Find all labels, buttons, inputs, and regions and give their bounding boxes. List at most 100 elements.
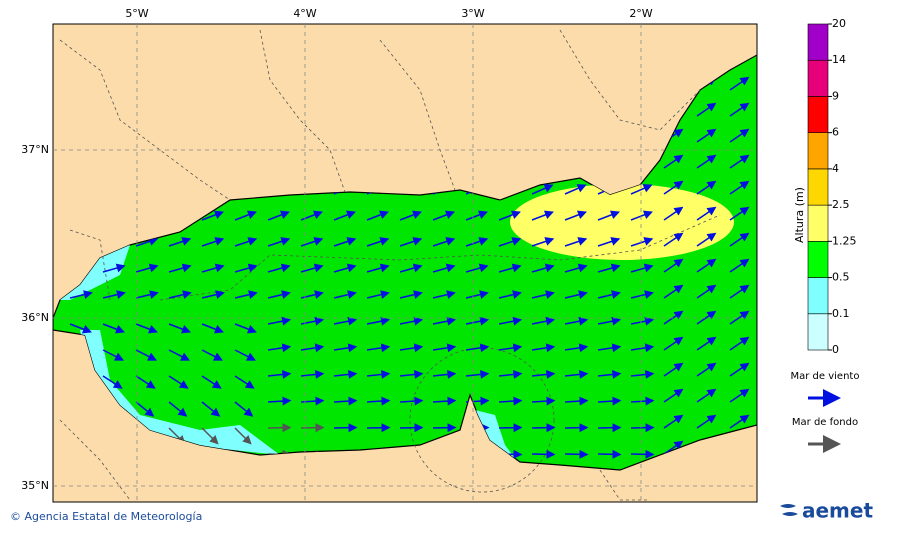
wave-arrow	[597, 396, 622, 406]
wave-arrow	[564, 210, 587, 221]
wave-arrow	[168, 375, 189, 389]
wave-arrow	[135, 237, 159, 247]
colorbar-label: 9	[832, 89, 839, 102]
wave-arrow	[729, 206, 750, 221]
colorbar-label: 20	[832, 17, 846, 30]
wave-arrow	[498, 263, 522, 273]
wave-arrow	[102, 323, 125, 334]
wave-arrow	[630, 290, 654, 299]
wave-arrow	[366, 369, 391, 379]
wave-arrow	[531, 369, 556, 379]
wave-arrow	[663, 232, 684, 247]
wave-arrow	[498, 290, 522, 299]
wave-arrow	[729, 414, 750, 429]
wave-arrow	[201, 263, 225, 273]
wave-arrow	[663, 258, 684, 273]
wave-arrow	[564, 449, 589, 459]
wave-arrow	[300, 263, 324, 273]
colorbar-swatch	[807, 204, 829, 242]
wave-arrow	[267, 343, 292, 353]
wave-arrow	[630, 263, 654, 273]
wave-arrow	[465, 210, 488, 221]
lon-label: 4°W	[293, 7, 316, 20]
sea	[53, 54, 757, 471]
wave-arrow	[366, 343, 391, 353]
wave-arrow	[498, 343, 523, 353]
wave-arrow	[168, 401, 188, 417]
wave-arrow	[630, 316, 655, 326]
wave-arrow	[531, 343, 556, 353]
wave-arrow	[531, 449, 556, 459]
wave-arrow	[465, 290, 489, 299]
wave-arrow	[267, 369, 292, 379]
wave-arrow	[300, 290, 324, 299]
wave-arrow	[333, 369, 358, 379]
wave-arrow	[696, 414, 717, 429]
wave-arrow	[663, 414, 684, 429]
wave-arrow	[432, 396, 457, 406]
logo-mark	[780, 504, 798, 516]
wave-arrow	[432, 316, 457, 326]
wave-arrow	[630, 449, 655, 459]
wave-arrow	[663, 310, 684, 325]
wave-arrow	[663, 440, 684, 455]
wave-arrow	[267, 263, 291, 273]
map	[53, 24, 757, 502]
wave-arrow	[564, 237, 588, 247]
wave-arrow	[333, 396, 358, 406]
wave-arrow	[366, 237, 390, 247]
wave-arrow	[630, 396, 655, 406]
wave-arrow	[696, 362, 717, 377]
wave-arrow	[399, 290, 423, 299]
colorbar-swatch	[807, 241, 829, 278]
wave-arrow	[201, 375, 222, 389]
wave-arrow	[135, 375, 156, 389]
wave-arrow	[597, 263, 621, 273]
lon-label: 5°W	[125, 7, 148, 20]
wave-arrow	[168, 237, 192, 247]
wave-arrow	[399, 316, 424, 326]
wave-arrow	[597, 237, 621, 247]
wave-arrow	[168, 290, 192, 299]
wave-arrow	[102, 290, 126, 299]
colorbar-swatch	[807, 277, 829, 315]
wave-arrow	[234, 210, 257, 221]
wave-arrow	[597, 316, 622, 326]
wave-arrow	[597, 210, 620, 221]
colorbar-swatch	[807, 168, 829, 206]
wave-arrow	[597, 290, 621, 299]
wave-arrow	[267, 396, 292, 406]
wave-arrow	[234, 323, 257, 334]
wave-arrow	[696, 258, 717, 273]
wave-arrow	[696, 310, 717, 325]
wave-arrow	[168, 263, 192, 273]
wave-arrow	[333, 210, 356, 221]
wave-arrow	[234, 237, 258, 247]
wave-arrow	[366, 263, 390, 273]
wave-arrow	[201, 210, 224, 221]
wave-arrow	[729, 180, 750, 195]
logo: aemet	[780, 499, 873, 523]
wave-arrow	[597, 343, 622, 353]
wave-arrow	[597, 449, 622, 459]
lat-label: 36°N	[21, 311, 49, 324]
wave-arrow	[531, 396, 556, 406]
wave-arrow	[333, 237, 357, 247]
colorbar-label: 1.25	[832, 234, 857, 247]
colorbar-label: 4	[832, 162, 839, 175]
wave-arrow	[696, 388, 717, 403]
wave-arrow	[663, 154, 684, 169]
wave-arrow	[564, 316, 589, 326]
wave-arrow	[366, 210, 389, 221]
wave-arrow	[399, 263, 423, 273]
wave-arrow	[729, 76, 750, 91]
wave-arrow	[498, 369, 523, 379]
wave-arrow	[498, 316, 523, 326]
wave-arrow	[201, 323, 224, 334]
wave-arrow	[498, 210, 521, 221]
wave-arrow	[201, 290, 225, 299]
wave-arrow	[531, 184, 554, 195]
wave-arrow	[201, 401, 221, 417]
colorbar-label: 6	[832, 126, 839, 139]
